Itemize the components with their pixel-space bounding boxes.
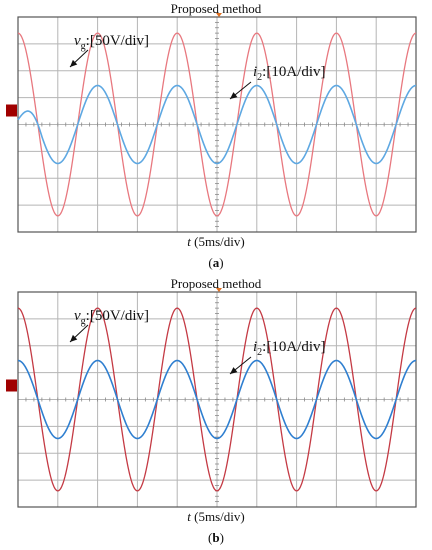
x-axis-symbol: t — [187, 509, 191, 524]
panel-b: Proposed method vg:[50V/div] i2:[10A/div]… — [0, 275, 432, 550]
trigger-marker — [216, 13, 222, 17]
caption-letter: b — [212, 530, 220, 545]
x-axis-unit: (5ms/div) — [190, 509, 245, 524]
series-symbol: i — [253, 64, 257, 80]
series-line-vg — [17, 307, 417, 492]
panel-caption: (b) — [208, 530, 224, 545]
series-subscript: 2 — [257, 347, 262, 358]
x-axis-label: t (5ms/div) — [0, 234, 432, 250]
caption-letter: a — [212, 255, 220, 270]
series-label-vg: vg:[50V/div] — [74, 308, 149, 327]
trigger-marker — [216, 288, 222, 292]
series-line-i2 — [17, 359, 417, 440]
series-symbol: v — [74, 308, 81, 324]
plot-frame — [17, 16, 417, 233]
ground-marker — [6, 104, 17, 117]
x-axis-label: t (5ms/div) — [0, 509, 432, 525]
plot-frame — [17, 291, 417, 508]
panel-caption: (a) — [208, 255, 224, 270]
series-symbol: i — [253, 339, 257, 355]
series-label-i2: i2:[10A/div] — [253, 64, 326, 83]
x-axis-unit: (5ms/div) — [190, 234, 245, 249]
series-label-i2: i2:[10A/div] — [253, 339, 326, 358]
label-arrow-head — [230, 92, 238, 99]
chart-title: Proposed method — [170, 276, 262, 291]
series-scale: :[50V/div] — [86, 308, 149, 324]
series-subscript: g — [81, 316, 86, 327]
series-symbol: v — [74, 33, 81, 49]
label-arrow-head — [70, 334, 78, 342]
series-scale: :[10A/div] — [262, 339, 325, 355]
series-subscript: 2 — [257, 72, 262, 83]
series-subscript: g — [81, 41, 86, 52]
label-arrow-head — [70, 59, 78, 67]
center-ticks — [17, 16, 417, 233]
series-line-i2 — [17, 84, 417, 165]
series-scale: :[50V/div] — [86, 33, 149, 49]
x-axis-symbol: t — [187, 234, 191, 249]
oscilloscope-plot: vg:[50V/div] i2:[10A/div] — [6, 13, 417, 233]
ground-marker — [6, 379, 17, 392]
series-label-vg: vg:[50V/div] — [74, 33, 149, 52]
oscilloscope-plot: vg:[50V/div] i2:[10A/div] — [6, 288, 417, 508]
series-scale: :[10A/div] — [262, 64, 325, 80]
series-line-vg — [17, 32, 417, 217]
panel-a: Proposed method vg:[50V/div] i2:[10A/div]… — [0, 1, 432, 270]
chart-title: Proposed method — [170, 1, 262, 16]
label-arrow-head — [230, 367, 238, 374]
